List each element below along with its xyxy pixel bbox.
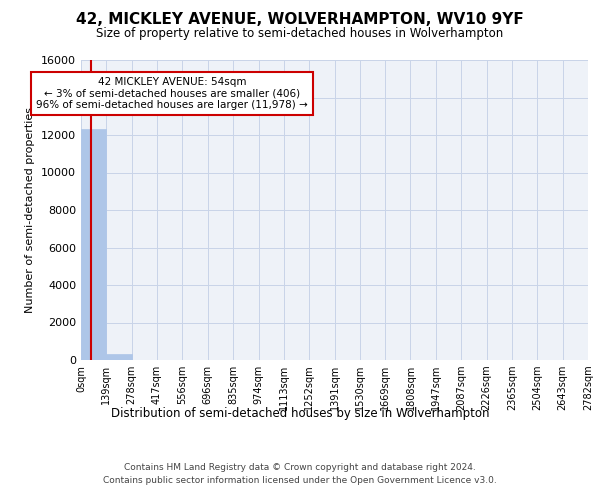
Text: Contains HM Land Registry data © Crown copyright and database right 2024.: Contains HM Land Registry data © Crown c… — [124, 462, 476, 471]
Bar — [81, 130, 106, 360]
Text: Contains public sector information licensed under the Open Government Licence v3: Contains public sector information licen… — [103, 476, 497, 485]
Text: Distribution of semi-detached houses by size in Wolverhampton: Distribution of semi-detached houses by … — [111, 408, 489, 420]
Bar — [106, 354, 131, 360]
Y-axis label: Number of semi-detached properties: Number of semi-detached properties — [25, 107, 35, 313]
Text: Size of property relative to semi-detached houses in Wolverhampton: Size of property relative to semi-detach… — [97, 28, 503, 40]
Text: 42, MICKLEY AVENUE, WOLVERHAMPTON, WV10 9YF: 42, MICKLEY AVENUE, WOLVERHAMPTON, WV10 … — [76, 12, 524, 28]
Text: 42 MICKLEY AVENUE: 54sqm
← 3% of semi-detached houses are smaller (406)
96% of s: 42 MICKLEY AVENUE: 54sqm ← 3% of semi-de… — [36, 77, 308, 110]
